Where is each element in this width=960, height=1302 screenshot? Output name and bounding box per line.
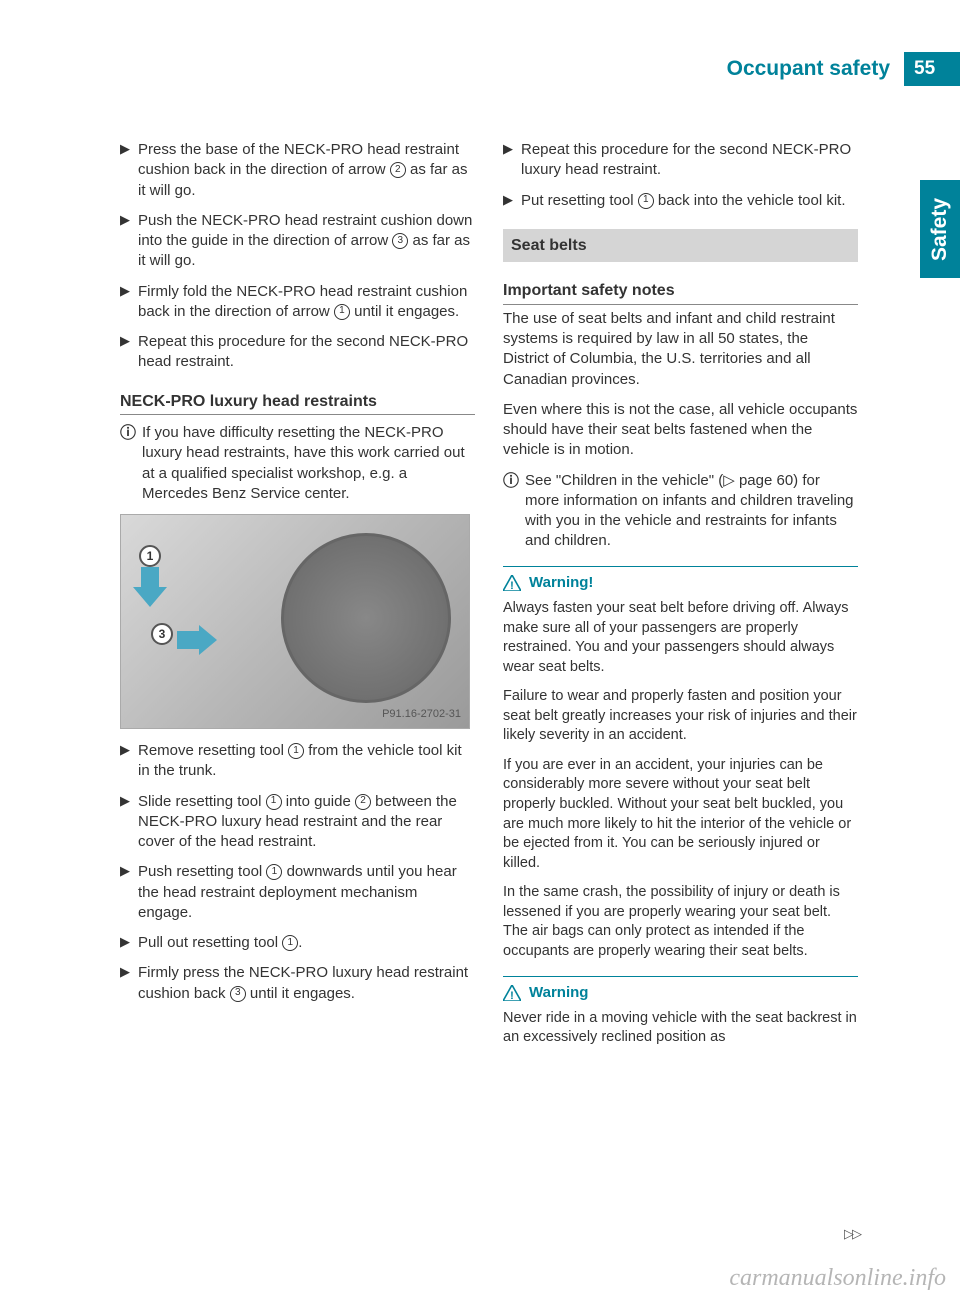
warning-title: Warning! [529, 573, 593, 593]
right-arrow-icon [177, 625, 217, 655]
instruction-text: Repeat this procedure for the second NEC… [521, 140, 858, 181]
instruction-item: ▶ Firmly press the NECK-PRO luxury head … [120, 963, 475, 1004]
instruction-text: Slide resetting tool 1 into guide 2 betw… [138, 792, 475, 853]
body-paragraph: The use of seat belts and infant and chi… [503, 309, 858, 390]
warning-triangle-icon: ! [503, 985, 521, 1001]
section-heading: Seat belts [503, 229, 858, 263]
instruction-text: Firmly press the NECK-PRO luxury head re… [138, 963, 475, 1004]
triangle-marker-icon: ▶ [120, 741, 138, 782]
figure-callout-1: 1 [139, 545, 161, 567]
warning-paragraph: In the same crash, the possibility of in… [503, 883, 858, 961]
info-text: If you have difficulty resetting the NEC… [142, 423, 475, 504]
info-note: ⓘ See "Children in the vehicle" (▷ page … [503, 471, 858, 552]
triangle-marker-icon: ▶ [503, 140, 521, 181]
header-title: Occupant safety [727, 52, 904, 86]
neckpro-figure: 1 3 2 P91.16-2702-31 [120, 514, 470, 729]
info-text: See "Children in the vehicle" (▷ page 60… [525, 471, 858, 552]
left-column: ▶ Press the base of the NECK-PRO head re… [120, 140, 475, 1058]
figure-inset [281, 533, 451, 703]
right-column: ▶ Repeat this procedure for the second N… [503, 140, 858, 1058]
warning-heading: ! Warning [503, 976, 858, 1003]
instruction-item: ▶ Push resetting tool 1 downwards until … [120, 862, 475, 923]
warning-paragraph: Never ride in a moving vehicle with the … [503, 1009, 858, 1048]
instruction-text: Push resetting tool 1 downwards until yo… [138, 862, 475, 923]
instruction-text: Remove resetting tool 1 from the vehicle… [138, 741, 475, 782]
info-icon: ⓘ [503, 471, 525, 552]
instruction-item: ▶ Slide resetting tool 1 into guide 2 be… [120, 792, 475, 853]
triangle-marker-icon: ▶ [120, 933, 138, 953]
warning-heading: ! Warning! [503, 566, 858, 593]
continue-marker-icon: ▷▷ [844, 1226, 860, 1242]
warning-title: Warning [529, 983, 588, 1003]
info-note: ⓘ If you have difficulty resetting the N… [120, 423, 475, 504]
instruction-item: ▶ Push the NECK-PRO head restraint cushi… [120, 211, 475, 272]
manual-page: Occupant safety 55 Safety ▶ Press the ba… [0, 0, 960, 1302]
instruction-text: Press the base of the NECK-PRO head rest… [138, 140, 475, 201]
triangle-marker-icon: ▶ [120, 862, 138, 923]
warning-paragraph: Always fasten your seat belt before driv… [503, 599, 858, 677]
instruction-item: ▶ Firmly fold the NECK-PRO head restrain… [120, 282, 475, 323]
down-arrow-icon [133, 567, 167, 607]
instruction-text: Pull out resetting tool 1. [138, 933, 475, 953]
page-header: Occupant safety 55 [727, 52, 960, 86]
svg-text:!: ! [510, 990, 514, 1001]
triangle-marker-icon: ▶ [120, 792, 138, 853]
instruction-item: ▶ Repeat this procedure for the second N… [503, 140, 858, 181]
instruction-item: ▶ Press the base of the NECK-PRO head re… [120, 140, 475, 201]
body-paragraph: Even where this is not the case, all veh… [503, 400, 858, 461]
instruction-text: Firmly fold the NECK-PRO head restraint … [138, 282, 475, 323]
svg-text:!: ! [510, 580, 514, 591]
subheading: NECK-PRO luxury head restraints [120, 391, 475, 416]
page-number: 55 [904, 52, 960, 86]
content-columns: ▶ Press the base of the NECK-PRO head re… [120, 140, 875, 1058]
watermark: carmanualsonline.info [729, 1265, 946, 1292]
subheading: Important safety notes [503, 280, 858, 305]
triangle-marker-icon: ▶ [120, 332, 138, 373]
instruction-item: ▶ Repeat this procedure for the second N… [120, 332, 475, 373]
instruction-item: ▶ Remove resetting tool 1 from the vehic… [120, 741, 475, 782]
warning-paragraph: Failure to wear and properly fasten and … [503, 687, 858, 746]
instruction-text: Put resetting tool 1 back into the vehic… [521, 191, 858, 211]
warning-paragraph: If you are ever in an accident, your inj… [503, 756, 858, 873]
triangle-marker-icon: ▶ [120, 963, 138, 1004]
instruction-text: Repeat this procedure for the second NEC… [138, 332, 475, 373]
triangle-marker-icon: ▶ [120, 282, 138, 323]
figure-label: P91.16-2702-31 [382, 707, 461, 722]
instruction-text: Push the NECK-PRO head restraint cushion… [138, 211, 475, 272]
section-tab: Safety [920, 180, 960, 278]
triangle-marker-icon: ▶ [120, 140, 138, 201]
instruction-item: ▶ Put resetting tool 1 back into the veh… [503, 191, 858, 211]
triangle-marker-icon: ▶ [120, 211, 138, 272]
triangle-marker-icon: ▶ [503, 191, 521, 211]
figure-callout-3: 3 [151, 623, 173, 645]
instruction-item: ▶ Pull out resetting tool 1. [120, 933, 475, 953]
info-icon: ⓘ [120, 423, 142, 504]
warning-triangle-icon: ! [503, 575, 521, 591]
